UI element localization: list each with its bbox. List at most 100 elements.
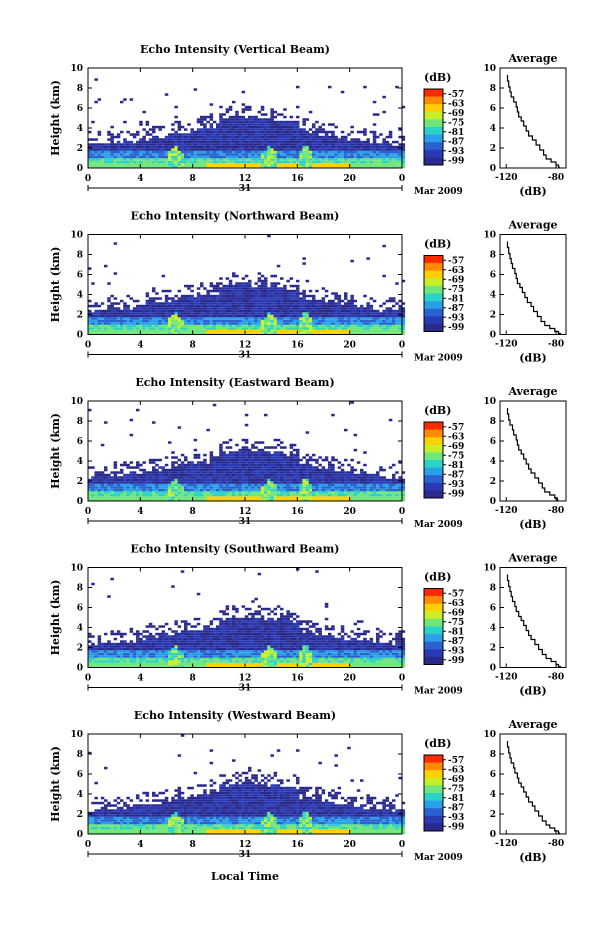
heatmap-cell <box>341 312 345 315</box>
heatmap-cell <box>280 161 284 164</box>
heatmap-cell <box>334 146 338 149</box>
heatmap-cell <box>130 322 134 325</box>
heatmap-cell <box>286 310 290 313</box>
heatmap-cell <box>270 494 274 497</box>
heatmap-cell <box>152 466 156 469</box>
heatmap-cell <box>357 320 361 323</box>
heatmap-cell <box>258 131 262 134</box>
heatmap-cell <box>213 464 217 467</box>
heatmap-cell <box>107 325 111 328</box>
heatmap-cell <box>370 153 374 156</box>
heatmap-cell <box>178 143 182 146</box>
heatmap-cell <box>101 161 105 164</box>
heatmap-cell <box>149 133 153 136</box>
heatmap-cell <box>197 494 201 497</box>
heatmap-cell <box>251 320 255 323</box>
heatmap-cell <box>245 161 249 164</box>
heatmap-cell <box>104 496 108 499</box>
heatmap-cell <box>280 131 284 134</box>
heatmap-cell <box>267 148 271 151</box>
heatmap-cell <box>242 461 246 464</box>
heatmap-cell <box>213 459 217 462</box>
heatmap-cell <box>94 310 98 313</box>
heatmap-cell <box>264 126 268 129</box>
heatmap-cell <box>235 479 239 482</box>
heatmap-cell <box>181 471 185 474</box>
heatmap-cell <box>114 156 118 159</box>
heatmap-cell <box>219 123 223 126</box>
heatmap-cell <box>149 484 153 487</box>
heatmap-cell <box>318 310 322 313</box>
heatmap-cell <box>296 302 300 305</box>
heatmap-cell <box>136 163 140 166</box>
heatmap-cell <box>114 491 118 494</box>
heatmap-cell <box>318 305 322 308</box>
heatmap-cell <box>155 151 159 154</box>
heatmap-cell <box>299 158 303 161</box>
heatmap-cell <box>242 489 246 492</box>
heatmap-cell <box>322 161 326 164</box>
heatmap-cell <box>219 282 223 285</box>
heatmap-cell <box>267 489 271 492</box>
heatmap-cell <box>318 479 322 482</box>
heatmap-cell <box>242 484 246 487</box>
heatmap-cell <box>98 161 102 164</box>
heatmap-cell <box>229 292 233 295</box>
heatmap-cell <box>216 494 220 497</box>
heatmap-cell <box>325 148 329 151</box>
heatmap-cell <box>382 310 386 313</box>
heatmap-cell <box>245 123 249 126</box>
heatmap-cell <box>286 163 290 166</box>
heatmap-cell <box>392 158 396 161</box>
heatmap-cell <box>187 305 191 308</box>
heatmap-cell <box>222 317 226 320</box>
heatmap-cell <box>389 486 393 489</box>
heatmap-cell <box>222 113 226 116</box>
heatmap-cell <box>238 156 242 159</box>
heatmap-cell <box>296 461 300 464</box>
heatmap-cell <box>309 156 313 159</box>
heatmap-cell <box>322 305 326 308</box>
heatmap-cell <box>200 330 204 333</box>
heatmap-cell <box>379 476 383 479</box>
heatmap-cell <box>226 158 230 161</box>
heatmap-cell <box>338 466 342 469</box>
heatmap-cell <box>302 466 306 469</box>
heatmap-cell <box>312 123 316 126</box>
heatmap-cell <box>274 466 278 469</box>
heatmap-cell <box>245 133 249 136</box>
heatmap-cell <box>210 327 214 330</box>
colorbar-swatch <box>424 157 443 165</box>
heatmap-cell <box>264 484 268 487</box>
heatmap-cell <box>251 481 255 484</box>
heatmap-cell <box>168 133 172 136</box>
heatmap-cell <box>139 312 143 315</box>
heatmap-cell <box>104 330 108 333</box>
heatmap-cell <box>194 486 198 489</box>
heatmap-cell <box>162 302 166 305</box>
heatmap-cell <box>117 158 121 161</box>
heatmap-cell <box>184 494 188 497</box>
heatmap-cell <box>290 133 294 136</box>
heatmap-cell <box>197 461 201 464</box>
heatmap-cell <box>283 161 287 164</box>
heatmap-cell <box>114 317 118 320</box>
heatmap-cell <box>331 456 335 459</box>
heatmap-cell <box>274 479 278 482</box>
heatmap-cell <box>158 302 162 305</box>
heatmap-cell <box>296 474 300 477</box>
heatmap-cell <box>261 325 265 328</box>
heatmap-cell <box>370 161 374 164</box>
heatmap-cell <box>117 489 121 492</box>
heatmap-cell <box>267 322 271 325</box>
heatmap-cell <box>174 146 178 149</box>
heatmap-cell <box>350 315 354 318</box>
heatmap-cell <box>213 131 217 134</box>
heatmap-cell <box>248 126 252 129</box>
heatmap-cell <box>306 459 310 462</box>
heatmap-cell <box>328 486 332 489</box>
heatmap-cell <box>293 143 297 146</box>
heatmap-cell <box>254 441 258 444</box>
heatmap-cell <box>366 320 370 323</box>
heatmap-cell <box>210 315 214 318</box>
